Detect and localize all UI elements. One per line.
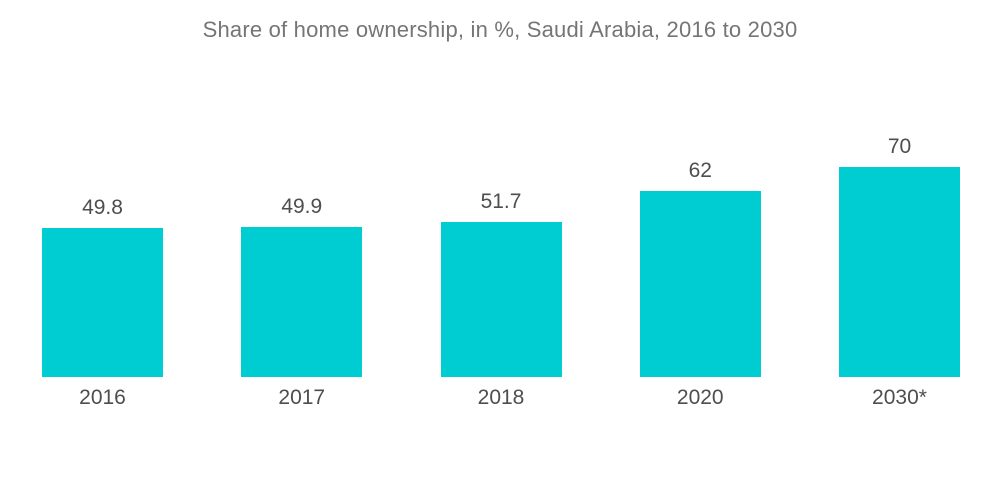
bar-value-label: 70 — [887, 135, 912, 158]
x-axis-label: 2030* — [872, 386, 927, 409]
bar-value-label: 49.9 — [281, 195, 323, 219]
bar-value-label: 49.8 — [82, 195, 123, 219]
bar-column: 49.9 2017 — [241, 195, 363, 410]
bar — [839, 167, 960, 377]
bar — [42, 227, 163, 377]
x-axis-label: 2018 — [477, 386, 525, 409]
x-axis-label: 2017 — [278, 386, 326, 409]
bar-column: 62 2020 — [639, 159, 761, 410]
bar-value-label: 62 — [688, 159, 712, 182]
bar-column: 70 2030* — [839, 135, 960, 410]
bar — [241, 227, 363, 377]
bar-column: 49.8 2016 — [42, 196, 163, 410]
x-axis-label: 2020 — [676, 386, 724, 409]
chart-title: Share of home ownership, in %, Saudi Ara… — [202, 17, 798, 42]
bar — [639, 191, 761, 377]
bar-column: 51.7 2018 — [440, 189, 562, 410]
x-axis-label: 2016 — [79, 386, 126, 409]
plot-area: 49.8 2016 49.9 2017 51.7 2018 62 2020 70 2030* — [42, 135, 960, 410]
bar-value-label: 51.7 — [480, 189, 522, 213]
bar — [440, 221, 562, 377]
